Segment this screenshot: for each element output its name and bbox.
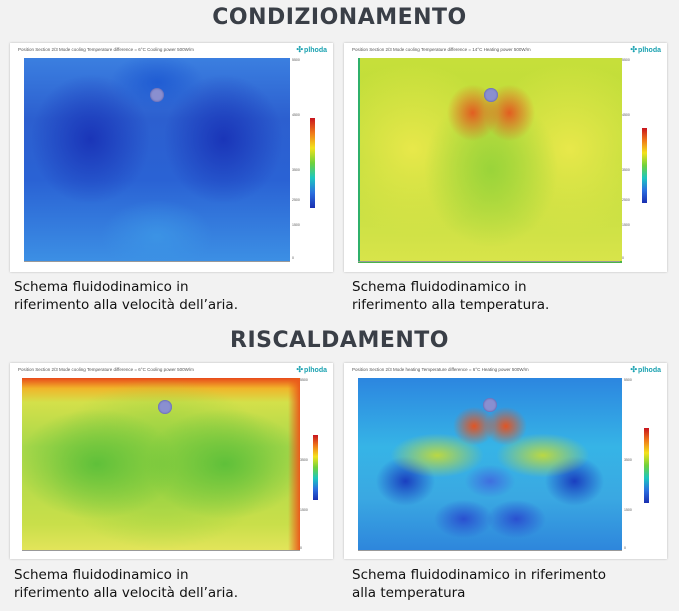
caption-cooling-velocity: Schema fluidodinamico in riferimento all… <box>14 279 238 313</box>
cooling-temperature-panel: Position Section 2/3 Mode cooling Temper… <box>344 43 667 272</box>
x-axis-ticks <box>24 261 290 268</box>
y-axis-ticks: 5500 4500 3500 2500 1500 0 <box>292 58 300 260</box>
wall-gradient <box>288 378 300 550</box>
y-axis-ticks: 5500 4500 3500 2500 1500 0 <box>622 58 630 260</box>
temperature-field-plot <box>358 58 622 263</box>
heating-velocity-panel: Position Section 2/3 Mode cooling Temper… <box>10 363 333 559</box>
x-axis-ticks <box>358 261 620 268</box>
y-axis-ticks: 5500 3500 1500 0 <box>300 378 308 550</box>
heating-temperature-panel: Position Section 2/3 Mode heating Temper… <box>344 363 667 559</box>
caption-heating-temperature: Schema fluidodinamico in riferimento all… <box>352 567 607 601</box>
caption-cooling-temperature: Schema fluidodinamico in riferimento all… <box>352 279 550 313</box>
colorbar <box>310 118 315 208</box>
velocity-field-plot <box>22 378 300 550</box>
diffuser-icon <box>483 398 497 412</box>
brand-mark-icon: ✣ <box>630 365 638 374</box>
heating-section-title: RISCALDAMENTO <box>230 328 449 353</box>
cooling-velocity-panel: Position Section 2/3 Mode cooling Temper… <box>10 43 333 272</box>
x-axis-ticks <box>22 550 300 557</box>
cooling-section-title: CONDIZIONAMENTO <box>212 5 467 30</box>
panel-header: Position Section 2/3 Mode cooling Temper… <box>352 47 531 52</box>
velocity-field-plot <box>24 58 290 261</box>
y-axis-ticks: 5500 3500 1500 0 <box>624 378 632 550</box>
panel-header: Position Section 2/3 Mode cooling Temper… <box>18 367 194 372</box>
diffuser-icon <box>484 88 498 102</box>
brand-logo: ✣plhoda <box>296 365 327 374</box>
colorbar <box>644 428 649 503</box>
panel-header: Position Section 2/3 Mode cooling Temper… <box>18 47 194 52</box>
diffuser-icon <box>150 88 164 102</box>
diffuser-icon <box>158 400 172 414</box>
brand-mark-icon: ✣ <box>296 365 304 374</box>
brand-mark-icon: ✣ <box>630 45 638 54</box>
x-axis-ticks <box>358 550 622 557</box>
temperature-field-plot <box>358 378 622 550</box>
brand-logo: ✣plhoda <box>630 45 661 54</box>
panel-header: Position Section 2/3 Mode heating Temper… <box>352 367 529 372</box>
brand-logo: ✣plhoda <box>296 45 327 54</box>
colorbar <box>642 128 647 203</box>
caption-heating-velocity: Schema fluidodinamico in riferimento all… <box>14 567 238 601</box>
colorbar <box>313 435 318 500</box>
brand-mark-icon: ✣ <box>296 45 304 54</box>
brand-logo: ✣plhoda <box>630 365 661 374</box>
